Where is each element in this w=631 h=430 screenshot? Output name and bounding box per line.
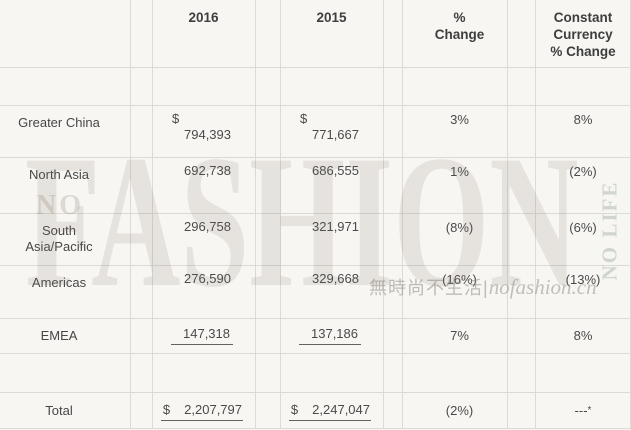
amount-value: 137,186: [311, 326, 358, 341]
value-2016-cell: 276,590: [152, 265, 255, 318]
constant-currency-value: 8%: [573, 112, 593, 127]
amount-value: 276,590: [184, 271, 231, 286]
constant-currency-value: (2%): [569, 164, 597, 179]
horizontal-grid-line: [0, 213, 631, 214]
value-2016-cell: 692,738: [152, 157, 255, 213]
amount-value: 2,247,047: [312, 401, 370, 417]
region-label: North Asia: [29, 167, 89, 182]
pct-change-value: 1%: [450, 164, 469, 179]
column-header-2015: 2015: [316, 10, 347, 25]
constant-currency-value: ---: [574, 403, 588, 418]
amount-value: 329,668: [312, 271, 359, 286]
value-2015-cell: $771,667: [280, 105, 383, 157]
pct-change-value: 7%: [450, 327, 469, 343]
row-label-cell: Americas: [0, 265, 130, 318]
horizontal-grid-line: [0, 392, 631, 393]
column-header-2016: 2016: [188, 10, 219, 25]
pct-change-cell: (8%): [402, 213, 507, 265]
vertical-grid-line: [507, 0, 508, 429]
row-label-cell: North Asia: [0, 157, 130, 213]
amount-value: 296,758: [184, 219, 231, 234]
region-label: South Asia/Pacific: [25, 223, 93, 254]
amount-value: 147,318: [183, 326, 230, 341]
value-2015-cell: 321,971: [280, 213, 383, 265]
value-2015-cell: 686,555: [280, 157, 383, 213]
currency-symbol: $: [300, 111, 308, 126]
currency-symbol: $: [172, 111, 180, 126]
underlined-amount: 137,186: [299, 326, 361, 345]
vertical-grid-line: [402, 0, 403, 429]
value-2015-cell: 329,668: [280, 265, 383, 318]
vertical-grid-line: [152, 0, 153, 429]
column-header-pct-change: % Change: [434, 10, 485, 42]
value-2016-cell: $2,207,797: [152, 392, 255, 430]
vertical-grid-line: [255, 0, 256, 429]
constant-currency-value: (13%): [565, 272, 601, 287]
value-2015-cell: 137,186: [280, 318, 383, 353]
vertical-grid-line: [383, 0, 384, 429]
region-label: Greater China: [18, 115, 100, 130]
constant-currency-cell: (2%): [535, 157, 631, 213]
horizontal-grid-line: [0, 318, 631, 319]
currency-symbol: $: [290, 401, 299, 417]
vertical-grid-line: [130, 0, 131, 429]
amount-value: 321,971: [312, 219, 359, 234]
pct-change-cell: 1%: [402, 157, 507, 213]
amount-value: 692,738: [184, 163, 231, 178]
row-label-cell: Greater China: [0, 105, 130, 157]
pct-change-cell: (16%): [402, 265, 507, 318]
row-label-cell: South Asia/Pacific: [0, 213, 130, 265]
pct-change-cell: 3%: [402, 105, 507, 157]
region-label: EMEA: [40, 327, 78, 343]
pct-change-cell: (2%): [402, 392, 507, 430]
row-label-cell: EMEA: [0, 318, 130, 353]
value-2016-cell: 147,318: [152, 318, 255, 353]
constant-currency-value: (6%): [569, 220, 597, 235]
value-2016-cell: 296,758: [152, 213, 255, 265]
region-label: Americas: [31, 275, 87, 290]
pct-change-value: (2%): [445, 403, 474, 418]
underlined-amount: 147,318: [171, 326, 233, 345]
amount-value: 686,555: [312, 163, 359, 178]
footnote-asterisk: *: [587, 405, 592, 416]
value-2015-cell: $2,247,047: [280, 392, 383, 430]
constant-currency-cell: 8%: [535, 318, 631, 353]
horizontal-grid-line: [0, 428, 631, 429]
pct-change-cell: 7%: [402, 318, 507, 353]
horizontal-grid-line: [0, 67, 631, 68]
pct-change-value: (16%): [442, 272, 477, 287]
horizontal-grid-line: [0, 265, 631, 266]
constant-currency-cell: 8%: [535, 105, 631, 157]
amount-value: 2,207,797: [184, 401, 242, 417]
currency-symbol: $: [162, 401, 171, 417]
underlined-total-amount: $2,247,047: [288, 401, 371, 421]
vertical-grid-line: [280, 0, 281, 429]
horizontal-grid-line: [0, 157, 631, 158]
region-label: Total: [45, 403, 73, 418]
constant-currency-cell: (6%): [535, 213, 631, 265]
vertical-grid-line: [535, 0, 536, 429]
constant-currency-value: 8%: [573, 327, 593, 343]
amount-value: 794,393: [184, 127, 231, 142]
column-header-constant-currency: Constant Currency % Change: [550, 10, 616, 59]
constant-currency-cell: --- *: [535, 392, 631, 430]
pct-change-value: (8%): [445, 220, 474, 235]
horizontal-grid-line: [0, 105, 631, 106]
horizontal-grid-line: [0, 353, 631, 354]
row-label-cell: Total: [0, 392, 130, 430]
constant-currency-cell: (13%): [535, 265, 631, 318]
amount-value: 771,667: [312, 127, 359, 142]
value-2016-cell: $794,393: [152, 105, 255, 157]
pct-change-value: 3%: [450, 112, 469, 127]
underlined-total-amount: $2,207,797: [160, 401, 243, 421]
